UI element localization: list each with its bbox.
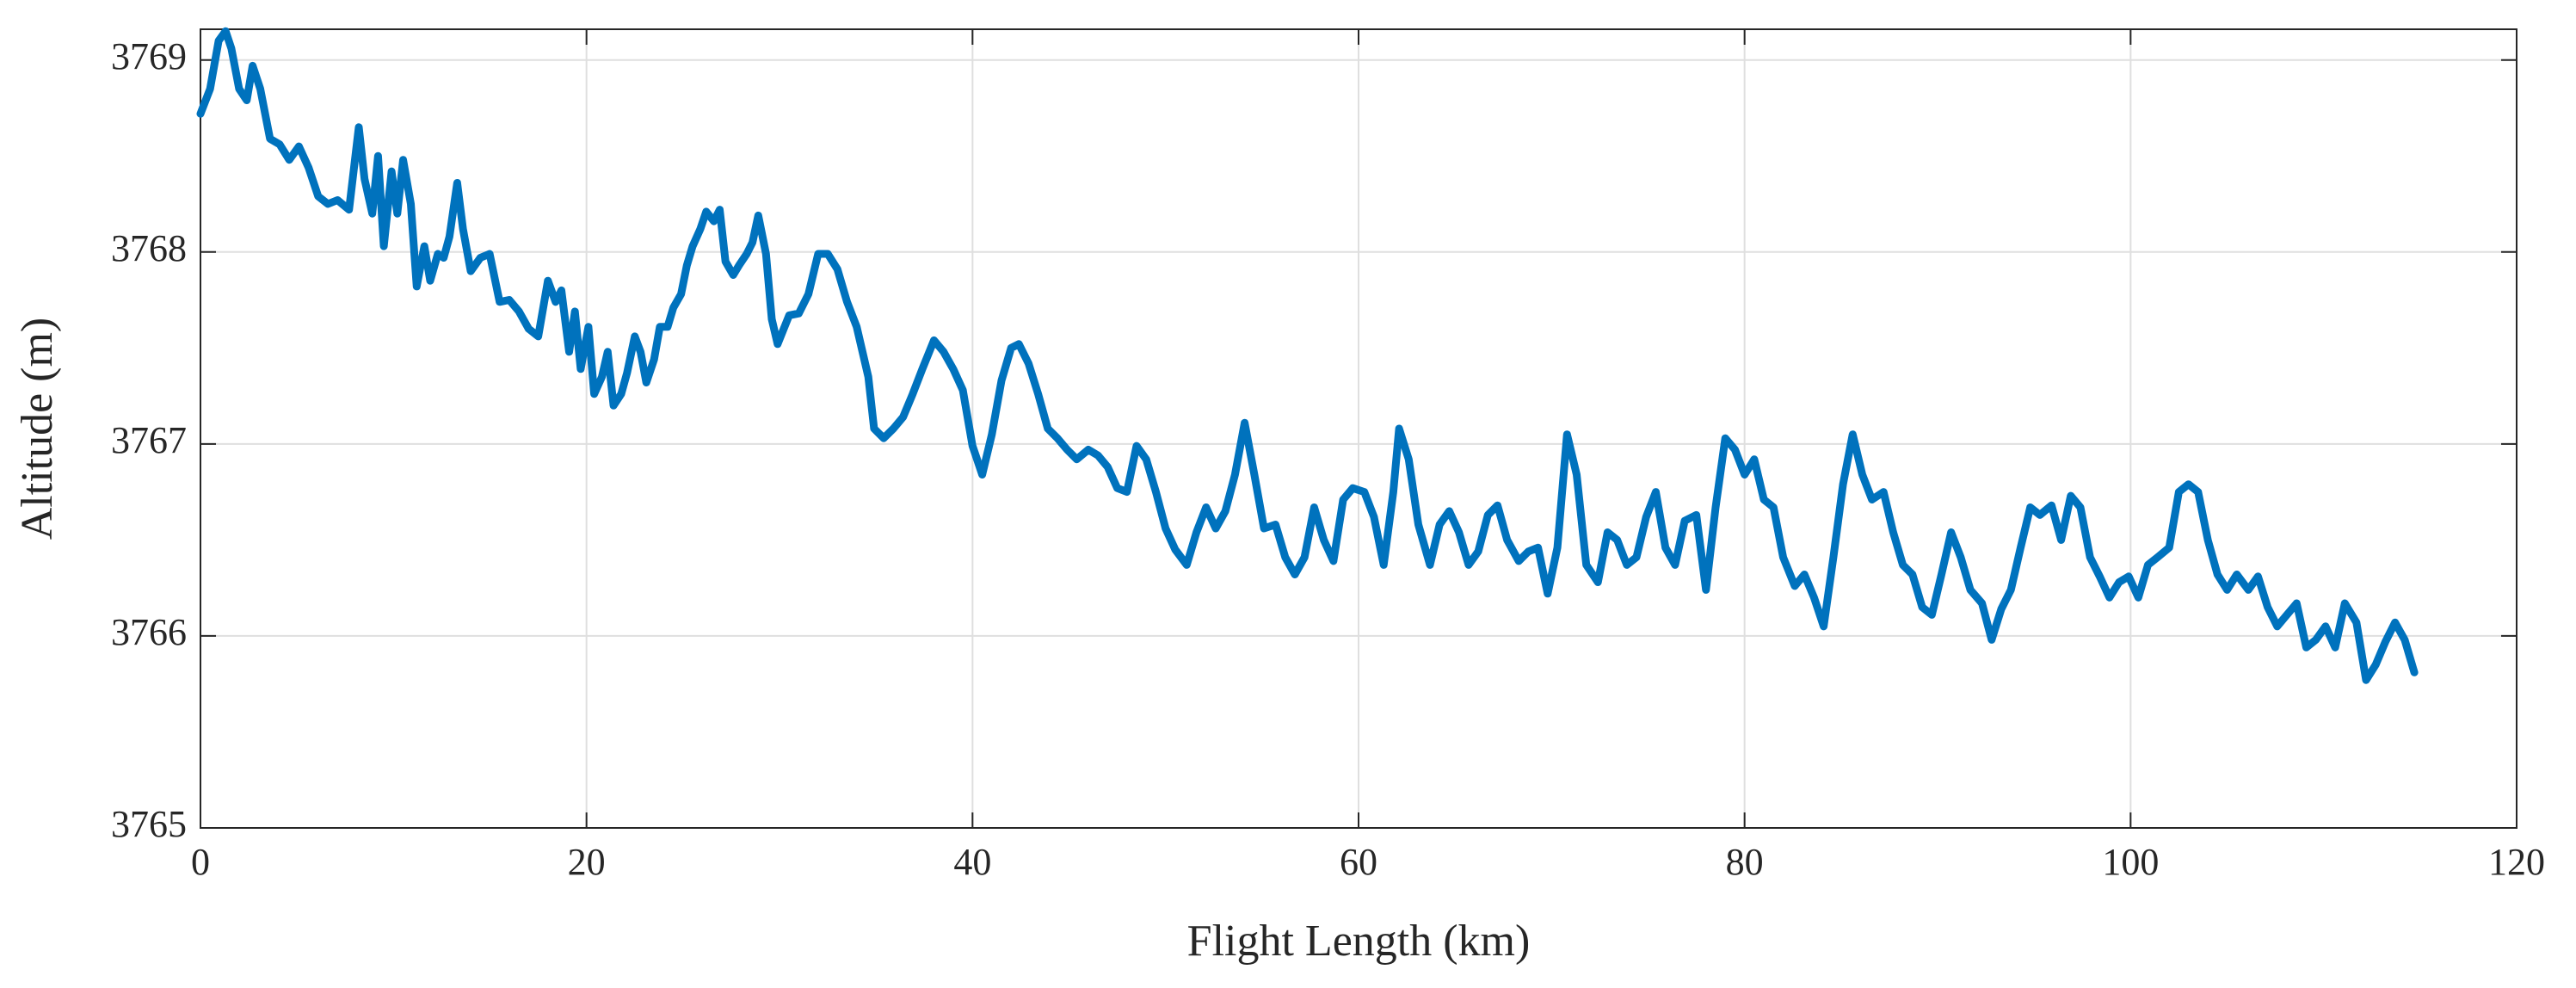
y-axis-label: Altitude (m) — [13, 318, 62, 540]
x-tick-label: 40 — [953, 841, 991, 883]
x-tick-label: 80 — [1726, 841, 1764, 883]
y-tick-label: 3765 — [111, 803, 187, 845]
x-tick-label: 120 — [2488, 841, 2545, 883]
y-tick-label: 3768 — [111, 227, 187, 269]
x-tick-label: 20 — [568, 841, 606, 883]
y-tick-label: 3767 — [111, 419, 187, 461]
x-tick-label: 0 — [191, 841, 210, 883]
x-tick-label: 60 — [1340, 841, 1377, 883]
plot-frame — [200, 28, 2517, 829]
y-tick-label: 3769 — [111, 35, 187, 77]
y-tick-label: 3766 — [111, 611, 187, 653]
altitude-line — [196, 27, 2419, 684]
x-tick-label: 100 — [2102, 841, 2159, 883]
x-axis-label: Flight Length (km) — [1187, 917, 1531, 966]
